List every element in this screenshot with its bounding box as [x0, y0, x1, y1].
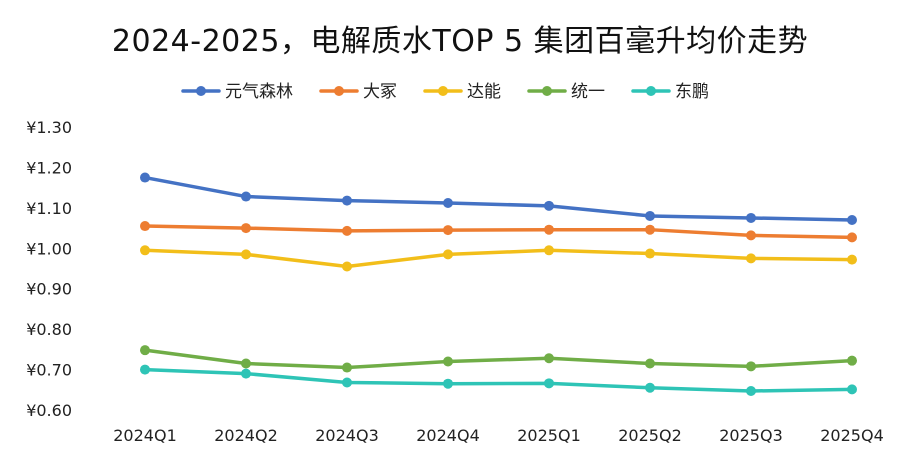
- data-point: [241, 191, 251, 202]
- x-tick-label: 2024Q4: [416, 426, 480, 445]
- data-point: [746, 385, 756, 396]
- legend-swatch-marker: [196, 86, 206, 96]
- legend-item: 元气森林: [181, 82, 293, 102]
- legend-label: 大冢: [363, 82, 397, 102]
- y-tick-label: ¥1.20: [26, 158, 72, 177]
- x-tick-label: 2024Q3: [315, 426, 379, 445]
- data-point: [443, 198, 453, 209]
- series-line: [143, 248, 854, 269]
- chart-title: 2024-2025，电解质水TOP 5 集团百毫升均价走势: [112, 24, 808, 59]
- data-point: [241, 249, 251, 260]
- data-point: [645, 210, 655, 221]
- y-tick-label: ¥1.10: [26, 199, 72, 218]
- data-point: [645, 358, 655, 369]
- legend-swatch-marker: [542, 86, 552, 96]
- data-point: [746, 230, 756, 241]
- data-point: [241, 223, 251, 234]
- legend-swatch-marker: [334, 86, 344, 96]
- series-4: [140, 345, 857, 373]
- data-point: [847, 254, 857, 265]
- y-tick-label: ¥0.90: [26, 280, 72, 299]
- legend: 元气森林 大冢 达能 统一 东鹏: [181, 82, 709, 102]
- data-point: [140, 345, 150, 356]
- x-tick-label: 2025Q1: [517, 426, 581, 445]
- data-point: [544, 200, 554, 211]
- y-tick-label: ¥1.30: [26, 118, 72, 137]
- data-point: [746, 212, 756, 223]
- legend-label: 统一: [571, 82, 605, 102]
- series-line: [143, 224, 854, 240]
- x-axis: 2024Q1 2024Q2 2024Q3 2024Q4 2025Q1 2025Q2 2025…: [113, 426, 884, 445]
- x-tick-label: 2024Q1: [113, 426, 177, 445]
- legend-label: 元气森林: [225, 82, 293, 102]
- data-point: [342, 195, 352, 206]
- data-point: [544, 378, 554, 389]
- data-point: [443, 225, 453, 236]
- y-axis: ¥0.60 ¥0.70 ¥0.80 ¥0.90 ¥1.00 ¥1.10 ¥1.20 ¥1.30: [26, 118, 72, 420]
- legend-swatch-marker: [438, 86, 448, 96]
- data-point: [443, 249, 453, 260]
- series-line: [143, 367, 854, 393]
- data-point: [544, 224, 554, 235]
- series-5: [140, 364, 857, 396]
- series-1: [140, 172, 857, 225]
- data-point: [241, 358, 251, 369]
- legend-label: 达能: [467, 82, 501, 102]
- series-layer: [140, 172, 857, 396]
- data-point: [847, 232, 857, 243]
- legend-item: 大冢: [319, 82, 397, 102]
- data-point: [342, 225, 352, 236]
- data-point: [645, 224, 655, 235]
- data-point: [342, 261, 352, 272]
- y-tick-label: ¥0.80: [26, 320, 72, 339]
- data-point: [443, 378, 453, 389]
- data-point: [443, 356, 453, 367]
- legend-item: 统一: [527, 82, 605, 102]
- y-tick-label: ¥0.70: [26, 361, 72, 380]
- data-point: [342, 362, 352, 373]
- data-point: [342, 377, 352, 388]
- series-line: [143, 348, 854, 370]
- legend-label: 东鹏: [675, 82, 709, 102]
- data-point: [746, 361, 756, 372]
- data-point: [544, 353, 554, 364]
- y-tick-label: ¥1.00: [26, 239, 72, 258]
- x-tick-label: 2025Q3: [719, 426, 783, 445]
- data-point: [645, 248, 655, 259]
- data-point: [847, 384, 857, 395]
- data-point: [645, 382, 655, 393]
- legend-item: 东鹏: [631, 82, 709, 102]
- data-point: [140, 364, 150, 375]
- data-point: [140, 245, 150, 256]
- series-2: [140, 221, 857, 243]
- series-line: [143, 175, 854, 222]
- data-point: [847, 355, 857, 366]
- data-point: [140, 172, 150, 183]
- x-tick-label: 2025Q2: [618, 426, 682, 445]
- x-tick-label: 2024Q2: [214, 426, 278, 445]
- data-point: [241, 368, 251, 379]
- data-point: [140, 221, 150, 232]
- series-3: [140, 245, 857, 272]
- data-point: [544, 245, 554, 256]
- x-tick-label: 2025Q4: [820, 426, 884, 445]
- data-point: [746, 253, 756, 264]
- y-tick-label: ¥0.60: [26, 401, 72, 420]
- legend-item: 达能: [423, 82, 501, 102]
- data-point: [847, 214, 857, 225]
- legend-swatch-marker: [646, 86, 656, 96]
